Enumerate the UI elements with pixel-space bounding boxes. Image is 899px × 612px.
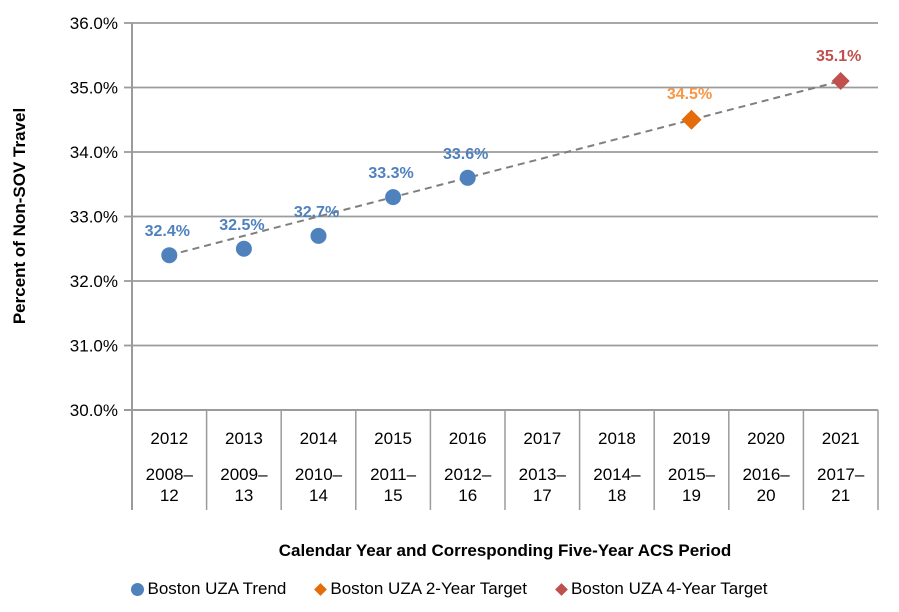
y-axis-tick-label: 35.0% [70, 79, 118, 98]
x-axis-period-label-line2: 14 [309, 486, 328, 505]
x-axis-year-label: 2018 [598, 429, 636, 448]
x-axis-period-label-line1: 2014– [593, 465, 641, 484]
x-axis-year-label: 2012 [150, 429, 188, 448]
data-point-marker [161, 247, 178, 264]
x-axis-period-label-line2: 13 [234, 486, 253, 505]
x-axis-year-label: 2021 [822, 429, 860, 448]
x-axis-period-label-line1: 2013– [519, 465, 567, 484]
x-axis-period-label-line1: 2015– [668, 465, 716, 484]
legend-label-trend: Boston UZA Trend [147, 579, 287, 598]
data-point-marker [385, 189, 402, 206]
data-point-label: 33.6% [443, 146, 488, 163]
legend: Boston UZA Trend Boston UZA 2-Year Targe… [0, 576, 899, 602]
x-axis-period-label-line2: 21 [831, 486, 850, 505]
data-point-marker [681, 109, 702, 130]
data-point-label: 32.5% [219, 217, 264, 234]
x-axis-period-label-line2: 15 [384, 486, 403, 505]
data-point-label: 34.5% [667, 86, 712, 103]
legend-label-2yr-target: Boston UZA 2-Year Target [330, 579, 527, 598]
data-point-label: 33.3% [368, 165, 413, 182]
data-point-label: 32.4% [145, 223, 190, 240]
data-point-marker [459, 169, 476, 186]
x-axis-period-label-line1: 2008– [146, 465, 194, 484]
y-axis-tick-label: 32.0% [70, 272, 118, 291]
x-axis-period-label-line1: 2010– [295, 465, 343, 484]
trend-circle-icon [131, 582, 145, 596]
data-point-marker [310, 227, 327, 244]
data-point-label: 32.7% [294, 204, 339, 221]
x-axis-period-label-line2: 20 [757, 486, 776, 505]
x-axis-title: Calendar Year and Corresponding Five-Yea… [278, 541, 732, 560]
data-point-label: 35.1% [816, 48, 861, 65]
x-axis-year-label: 2016 [449, 429, 487, 448]
data-point-marker [235, 240, 252, 257]
y-axis-tick-label: 33.0% [70, 208, 118, 227]
x-axis-year-label: 2014 [300, 429, 338, 448]
x-axis-period-label-line2: 19 [682, 486, 701, 505]
y-axis-tick-label: 36.0% [70, 14, 118, 33]
4yr-target-diamond-icon [555, 582, 568, 596]
x-axis-period-label-line1: 2012– [444, 465, 492, 484]
x-axis-period-label-line1: 2011– [370, 465, 417, 484]
x-axis-period-label-line1: 2016– [742, 465, 790, 484]
y-axis-tick-label: 30.0% [70, 401, 118, 420]
legend-label-4yr-target: Boston UZA 4-Year Target [570, 579, 768, 598]
x-axis-year-label: 2019 [673, 429, 711, 448]
x-axis-year-label: 2013 [225, 429, 263, 448]
x-axis-year-label: 2017 [523, 429, 561, 448]
y-axis-title: Percent of Non-SOV Travel [10, 107, 29, 325]
y-axis-tick-label: 31.0% [70, 337, 118, 356]
legend-item-2yr-target: Boston UZA 2-Year Target [314, 579, 527, 599]
x-axis-period-label-line2: 16 [458, 486, 477, 505]
x-axis-period-label-line2: 17 [533, 486, 552, 505]
data-point-marker [831, 72, 850, 91]
x-axis-period-label-line2: 18 [607, 486, 626, 505]
legend-item-4yr-target: Boston UZA 4-Year Target [555, 579, 768, 599]
x-axis-year-label: 2020 [747, 429, 785, 448]
legend-item-trend: Boston UZA Trend [131, 579, 286, 599]
x-axis-period-label-line2: 12 [160, 486, 179, 505]
y-axis-tick-label: 34.0% [70, 143, 118, 162]
2yr-target-diamond-icon [314, 582, 328, 596]
x-axis-period-label-line1: 2009– [220, 465, 268, 484]
plot-area: 30.0%31.0%32.0%33.0%34.0%35.0%36.0%20122… [70, 14, 879, 510]
x-axis-year-label: 2015 [374, 429, 412, 448]
trendline [169, 80, 841, 257]
x-axis-period-label-line1: 2017– [817, 465, 865, 484]
